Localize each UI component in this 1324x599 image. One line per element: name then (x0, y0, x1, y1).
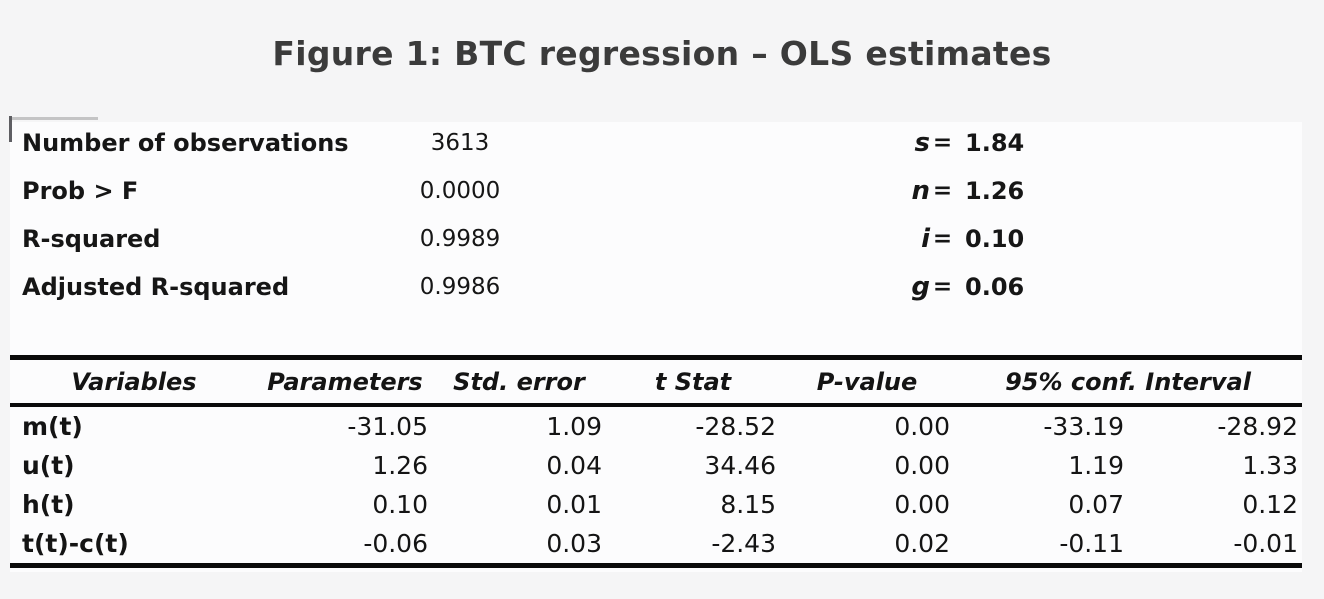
param-value: 1.84 (965, 129, 1025, 157)
cell-parameter: 0.10 (372, 490, 428, 519)
cell-conf-lower: -0.11 (1059, 529, 1124, 558)
cell-t-stat: -28.52 (695, 412, 776, 441)
border-artifact-horizontal (12, 117, 98, 120)
variable-name: h(t) (22, 490, 75, 519)
stat-value: 0.0000 (419, 178, 501, 204)
variable-name: m(t) (22, 412, 83, 441)
stat-value: 3613 (430, 130, 490, 156)
param-symbol: g (911, 272, 930, 302)
stat-label: Number of observations (22, 129, 349, 157)
param-value: 1.26 (965, 177, 1025, 205)
param-value: 0.06 (965, 273, 1025, 301)
cell-p-value: 0.00 (894, 451, 950, 480)
cell-p-value: 0.02 (894, 529, 950, 558)
equals-sign: = (932, 274, 953, 300)
cell-conf-lower: 0.07 (1068, 490, 1124, 519)
summary-row: Number of observations 3613 s = 1.84 (10, 119, 1302, 167)
stat-value: 0.9986 (419, 274, 501, 300)
cell-conf-upper: 0.12 (1242, 490, 1298, 519)
figure-panel: Number of observations 3613 s = 1.84 Pro… (9, 116, 1302, 572)
table-header-row: Variables Parameters Std. error t Stat P… (10, 360, 1302, 403)
param-symbol: n (911, 176, 930, 206)
cell-t-stat: 34.46 (704, 451, 776, 480)
cell-t-stat: -2.43 (711, 529, 776, 558)
col-header-std-error: Std. error (453, 367, 585, 396)
cell-conf-upper: -0.01 (1233, 529, 1298, 558)
equals-sign: = (932, 130, 953, 156)
variable-name: u(t) (22, 451, 75, 480)
table-row: t(t)-c(t) -0.06 0.03 -2.43 0.02 -0.11 -0… (10, 524, 1302, 563)
summary-row: Adjusted R-squared 0.9986 g = 0.06 (10, 263, 1302, 311)
col-header-t-stat: t Stat (654, 367, 732, 396)
equals-sign: = (932, 226, 953, 252)
col-header-variables: Variables (71, 367, 197, 396)
param-symbol: i (921, 224, 930, 254)
param-symbol: s (914, 128, 930, 158)
cell-std-error: 0.03 (546, 529, 602, 558)
stat-label: R-squared (22, 225, 161, 253)
table-header-rule (10, 403, 1302, 407)
summary-row: R-squared 0.9989 i = 0.10 (10, 215, 1302, 263)
equals-sign: = (932, 178, 953, 204)
cell-std-error: 0.04 (546, 451, 602, 480)
stat-label: Adjusted R-squared (22, 273, 290, 301)
summary-row: Prob > F 0.0000 n = 1.26 (10, 167, 1302, 215)
table-row: h(t) 0.10 0.01 8.15 0.00 0.07 0.12 (10, 485, 1302, 524)
stat-label: Prob > F (22, 177, 139, 205)
summary-stats: Number of observations 3613 s = 1.84 Pro… (10, 119, 1302, 311)
col-header-parameters: Parameters (267, 367, 423, 396)
table-top-rule (10, 355, 1302, 360)
cell-t-stat: 8.15 (720, 490, 776, 519)
figure-title: Figure 1: BTC regression – OLS estimates (272, 34, 1052, 73)
cell-p-value: 0.00 (894, 490, 950, 519)
col-header-p-value: P-value (816, 367, 918, 396)
stat-value: 0.9989 (419, 226, 501, 252)
cell-conf-upper: 1.33 (1242, 451, 1298, 480)
table-bottom-rule (10, 563, 1302, 568)
cell-parameter: -0.06 (363, 529, 428, 558)
table-row: u(t) 1.26 0.04 34.46 0.00 1.19 1.33 (10, 446, 1302, 485)
cell-parameter: -31.05 (347, 412, 428, 441)
cell-conf-upper: -28.92 (1217, 412, 1298, 441)
border-artifact-vertical (9, 116, 12, 142)
cell-std-error: 0.01 (546, 490, 602, 519)
col-header-conf-interval: 95% conf. Interval (1005, 367, 1251, 396)
cell-p-value: 0.00 (894, 412, 950, 441)
variable-name: t(t)-c(t) (22, 529, 129, 558)
table-row: m(t) -31.05 1.09 -28.52 0.00 -33.19 -28.… (10, 407, 1302, 446)
cell-std-error: 1.09 (546, 412, 602, 441)
cell-conf-lower: 1.19 (1068, 451, 1124, 480)
param-value: 0.10 (965, 225, 1025, 253)
cell-conf-lower: -33.19 (1043, 412, 1124, 441)
regression-table: Variables Parameters Std. error t Stat P… (10, 355, 1302, 568)
cell-parameter: 1.26 (372, 451, 428, 480)
